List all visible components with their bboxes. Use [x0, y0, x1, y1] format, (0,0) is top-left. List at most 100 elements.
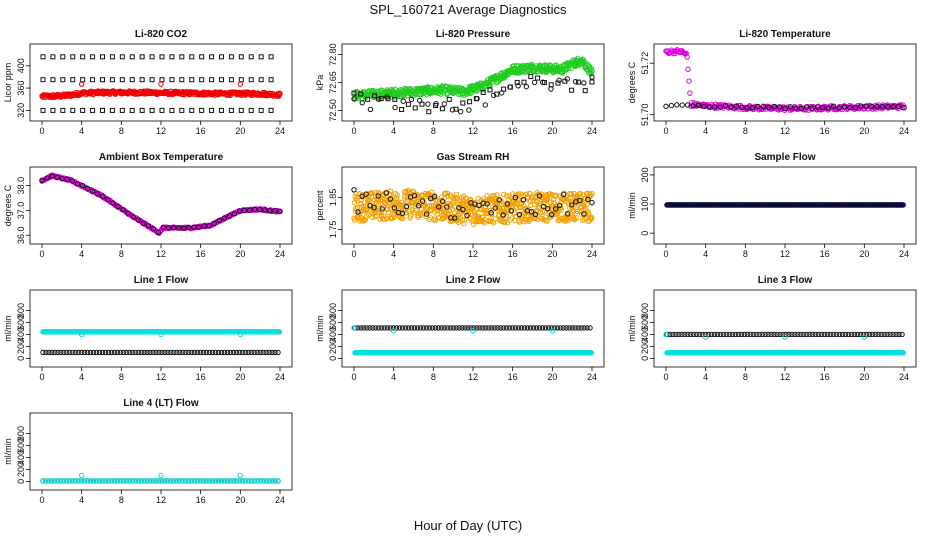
data-point	[209, 54, 215, 60]
x-tick-label: 20	[547, 249, 557, 259]
data-point	[560, 325, 566, 331]
data-point	[177, 478, 183, 484]
data-point	[544, 218, 550, 224]
data-point	[679, 102, 685, 108]
x-tick-label: 12	[156, 249, 166, 259]
x-axis-label: Hour of Day (UTC)	[414, 518, 522, 533]
data-point	[373, 325, 379, 331]
data-point	[246, 207, 253, 214]
x-tick-label: 16	[508, 249, 518, 259]
x-tick-label: 16	[820, 372, 830, 382]
data-point	[830, 331, 837, 338]
data-point	[393, 325, 400, 331]
data-point	[776, 104, 783, 110]
data-point	[418, 209, 424, 215]
data-point	[801, 331, 807, 338]
data-point	[254, 478, 260, 484]
data-point	[810, 331, 816, 338]
panel-title: Li-820 CO2	[135, 29, 188, 40]
data-point	[186, 478, 192, 484]
data-point	[237, 331, 244, 338]
data-point	[262, 207, 268, 213]
data-point	[492, 205, 498, 211]
data-point	[408, 96, 415, 103]
data-point	[467, 196, 474, 203]
x-tick-label: 4	[391, 249, 396, 259]
data-point	[277, 208, 283, 215]
data-point	[441, 325, 447, 331]
data-point	[201, 223, 207, 229]
series-black	[39, 173, 283, 235]
data-point	[426, 202, 433, 209]
series-low	[664, 350, 906, 356]
data-point	[581, 80, 587, 86]
data-point	[556, 77, 562, 84]
data-point	[162, 349, 168, 356]
data-point	[520, 196, 527, 203]
data-point	[199, 54, 205, 60]
data-point	[787, 104, 794, 110]
data-point	[584, 325, 590, 331]
data-point	[854, 331, 861, 338]
data-point	[720, 331, 727, 338]
data-point	[708, 202, 715, 208]
data-point	[460, 206, 466, 213]
data-point	[684, 54, 690, 60]
data-point	[861, 334, 868, 340]
data-point	[129, 77, 135, 83]
data-point	[732, 202, 739, 208]
data-point	[494, 192, 500, 198]
x-tick-label: 24	[275, 372, 285, 382]
data-point	[723, 202, 730, 208]
data-point	[503, 212, 509, 219]
data-point	[795, 202, 801, 208]
data-point	[258, 77, 264, 83]
data-point	[679, 202, 685, 208]
data-point	[440, 198, 446, 205]
series-basec	[40, 478, 281, 484]
x-tick-label: 20	[547, 372, 557, 382]
data-point	[500, 212, 506, 218]
data-point	[370, 325, 376, 331]
data-point	[74, 181, 81, 187]
data-point	[64, 176, 71, 182]
data-point	[694, 202, 700, 208]
data-point	[702, 331, 709, 338]
data-point	[866, 331, 872, 338]
data-point	[111, 349, 118, 356]
series-black	[663, 102, 907, 112]
data-point	[771, 202, 777, 208]
data-point	[60, 107, 66, 113]
data-point	[588, 350, 594, 356]
data-point	[221, 349, 228, 356]
data-point	[180, 478, 186, 484]
x-tick-label: 16	[508, 372, 518, 382]
x-tick-label: 8	[119, 372, 124, 382]
data-point	[183, 349, 189, 356]
y-tick-label: 400	[328, 327, 338, 342]
data-point	[717, 202, 724, 208]
y-tick-label: 600	[16, 438, 26, 453]
x-tick-label: 8	[431, 249, 436, 259]
x-tick-label: 20	[859, 372, 869, 382]
data-point	[682, 202, 688, 208]
data-point	[242, 349, 248, 356]
data-point	[168, 478, 174, 484]
x-tick-label: 8	[119, 249, 124, 259]
data-point	[120, 207, 126, 213]
data-point	[237, 472, 244, 479]
y-tick-label: 72.50	[328, 99, 338, 122]
data-point	[67, 349, 73, 356]
data-point	[798, 202, 804, 208]
data-point	[260, 349, 266, 356]
series-scatter-2	[351, 74, 595, 115]
x-tick-label: 16	[196, 495, 206, 505]
series-high	[664, 331, 905, 338]
x-tick-label: 4	[79, 249, 84, 259]
data-point	[233, 349, 240, 356]
data-point	[149, 77, 155, 83]
data-point	[572, 325, 578, 331]
panel-title: Li-820 Pressure	[436, 29, 511, 40]
y-tick-label: 400	[640, 327, 650, 342]
